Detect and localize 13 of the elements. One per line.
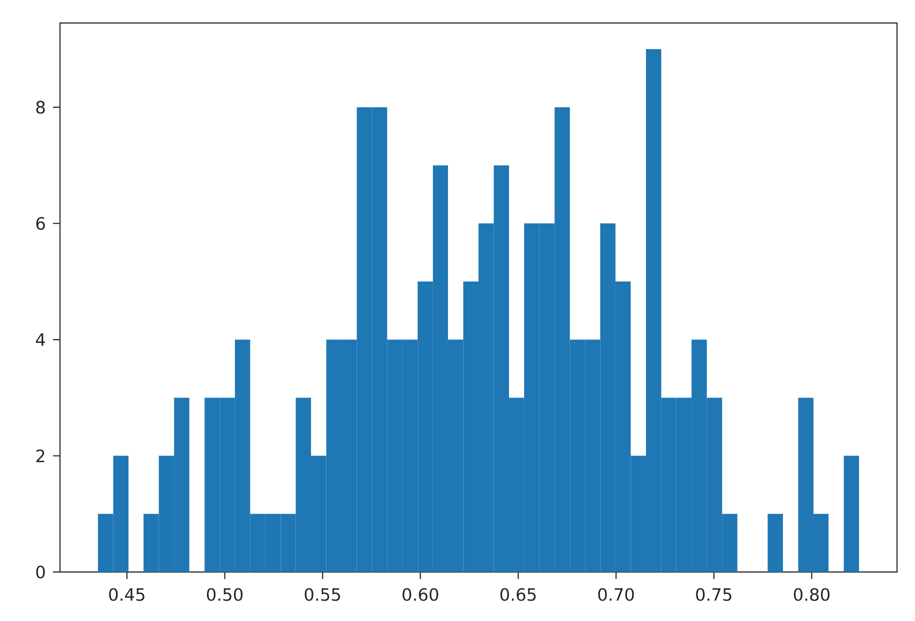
x-tick-label: 0.50 — [206, 588, 243, 601]
x-tick-label: 0.45 — [109, 588, 144, 601]
x-tick-label: 0.75 — [696, 588, 732, 601]
y-tick-label: 8 — [36, 100, 45, 114]
x-tick-label: 0.80 — [794, 588, 830, 601]
y-tick-label: 4 — [36, 333, 45, 346]
x-tick-label: 0.60 — [402, 588, 438, 601]
x-tick-label: 0.70 — [598, 588, 634, 601]
y-tick-label: 0 — [36, 566, 45, 578]
x-tick-label: 0.55 — [304, 588, 340, 601]
x-tick-label: 0.65 — [500, 588, 536, 601]
y-tick-label: 6 — [36, 217, 45, 230]
y-tick-label: 2 — [36, 450, 44, 462]
